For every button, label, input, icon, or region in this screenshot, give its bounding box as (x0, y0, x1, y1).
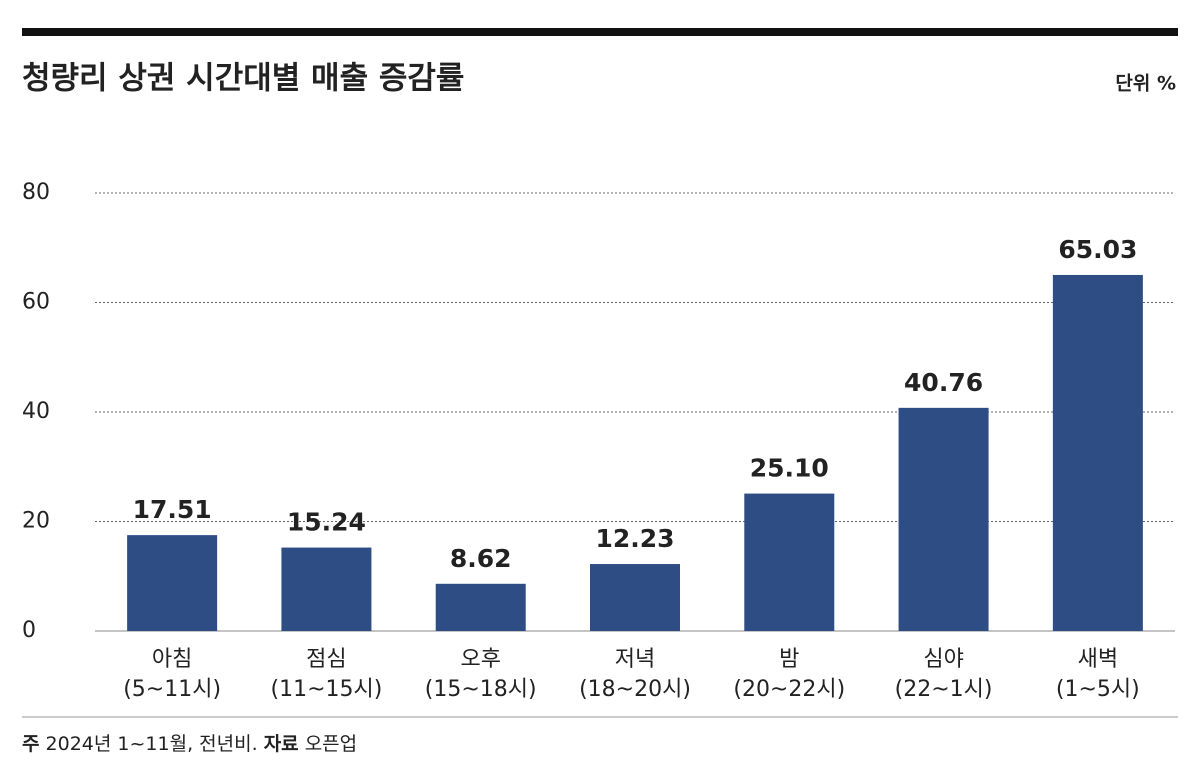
value-label: 65.03 (1058, 235, 1137, 264)
value-label: 15.24 (287, 508, 366, 537)
bar (744, 493, 835, 631)
note-label: 주 (22, 733, 39, 755)
y-tick-label: 40 (22, 399, 50, 424)
source-label: 자료 (264, 733, 299, 755)
y-tick-label: 80 (22, 180, 50, 205)
y-tick-label: 60 (22, 290, 50, 315)
value-label: 17.51 (133, 495, 212, 524)
value-label: 40.76 (904, 368, 983, 397)
x-tick-label: 오후 (15~18시) (425, 647, 537, 702)
value-label: 25.10 (750, 454, 829, 483)
bar (435, 583, 526, 631)
y-tick-label: 0 (22, 618, 36, 643)
value-label: 12.23 (595, 524, 674, 553)
bar (281, 547, 372, 631)
source: 오픈업 (305, 733, 357, 755)
y-tick-label: 20 (22, 509, 50, 534)
chart-title: 청량리 상권 시간대별 매출 증감률 (22, 61, 464, 97)
bar (898, 407, 989, 631)
note: 2024년 1~11월, 전년비. (46, 733, 258, 755)
x-tick-label: 저녁 (18~20시) (579, 647, 691, 702)
x-tick-label: 밤 (20~22시) (733, 647, 845, 702)
bar (1052, 274, 1143, 631)
bar (127, 535, 218, 631)
bar (590, 564, 680, 631)
value-label: 8.62 (450, 544, 512, 573)
x-tick-label: 점심 (11~15시) (271, 647, 383, 702)
top-rule (22, 28, 1178, 36)
x-tick-label: 새벽 (1~5시) (1056, 647, 1140, 702)
footnote: 주 2024년 1~11월, 전년비. 자료 오픈업 (22, 733, 357, 755)
unit-label: 단위 % (1115, 73, 1176, 95)
x-tick-label: 심야 (22~1시) (895, 647, 993, 702)
x-tick-label: 아침 (5~11시) (123, 647, 221, 702)
